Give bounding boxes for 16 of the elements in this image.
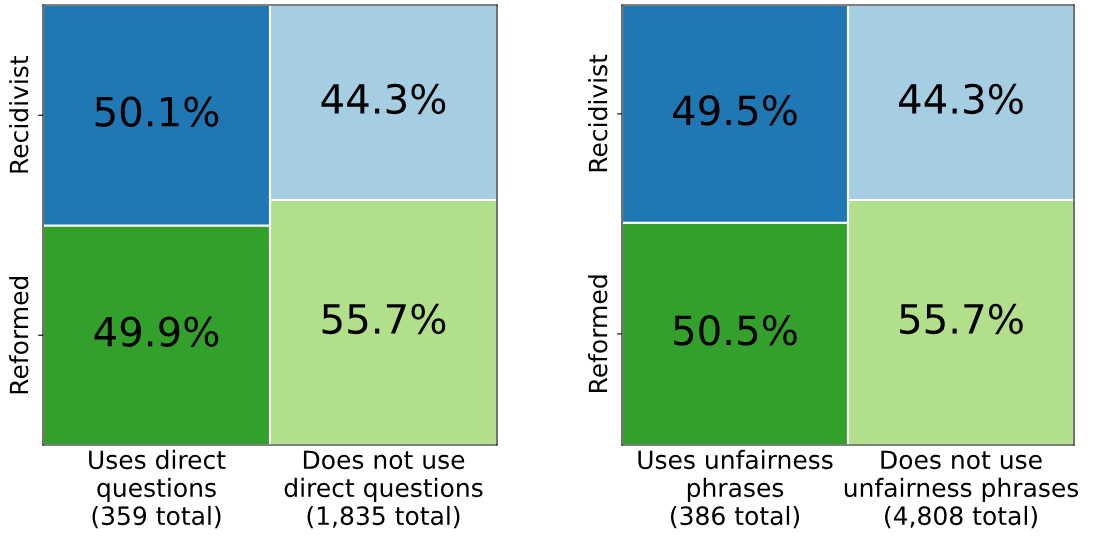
text: Reformed (588, 275, 608, 393)
data-label: 49.9% (94, 316, 219, 347)
x-tick-label: Does not use direct questions (1,835 total) (284, 450, 483, 529)
data-label: 50.5% (674, 315, 797, 346)
x-tick-label: Uses unfairness phrases (386 total) (638, 449, 833, 529)
text: Recidivist (588, 54, 608, 172)
data-label: 55.7% (322, 303, 446, 335)
data-label: 50.1% (95, 96, 219, 127)
data-label: 49.5% (672, 95, 797, 126)
text: Reformed (9, 276, 29, 394)
x-tick-label: Does not use unfairness phrases (4,808 total) (844, 450, 1079, 529)
data-label: 55.7% (900, 303, 1023, 335)
x-tick-label: Uses direct questions (359 total) (89, 449, 226, 529)
text: Recidivist (9, 55, 29, 173)
data-label: 44.3% (321, 83, 446, 115)
data-label: 44.3% (898, 83, 1023, 115)
